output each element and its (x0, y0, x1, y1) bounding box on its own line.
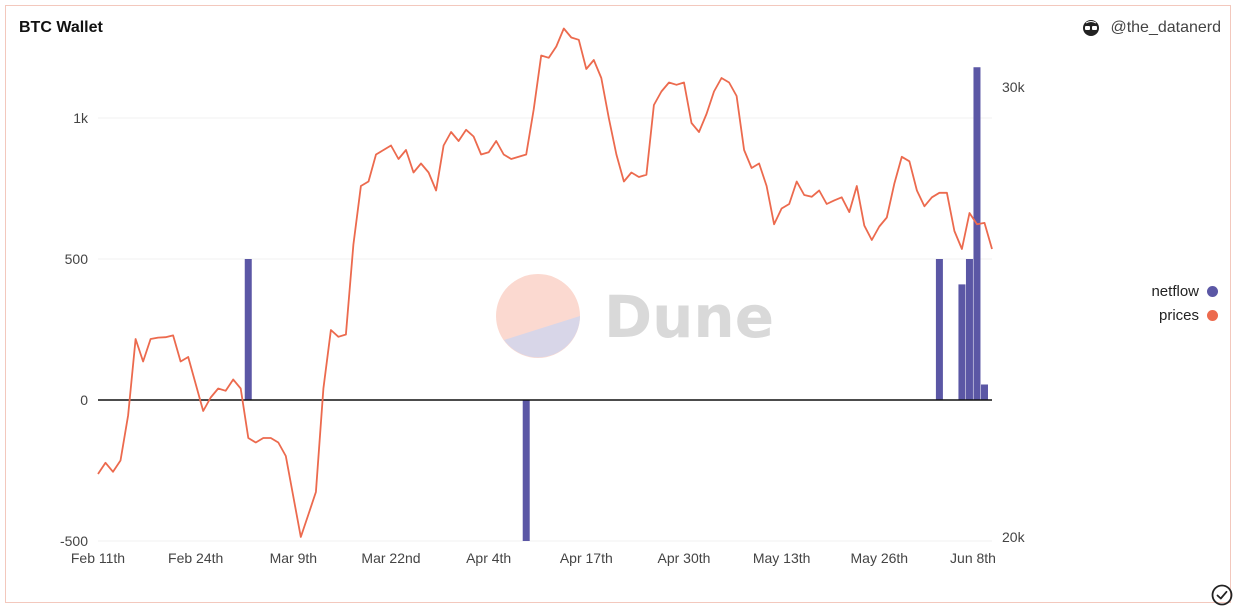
netflow-bar (935, 259, 943, 400)
y-right-tick-label: 20k (1002, 529, 1026, 545)
netflow-bar (522, 400, 530, 541)
y-left-tick-label: -500 (60, 533, 88, 549)
netflow-bar (980, 384, 988, 400)
y-left-tick-label: 0 (80, 392, 88, 408)
netflow-bar (973, 67, 981, 401)
x-tick-label: Apr 17th (560, 550, 613, 566)
y-right-tick-label: 30k (1002, 79, 1026, 95)
watermark-text: Dune (604, 283, 774, 351)
x-tick-label: Jun 8th (950, 550, 996, 566)
prices-line (97, 27, 993, 538)
x-tick-label: Apr 30th (658, 550, 711, 566)
author-credit[interactable]: @the_datanerd (1082, 19, 1221, 37)
x-tick-label: Apr 4th (466, 550, 511, 566)
netflow-bars (244, 67, 988, 541)
legend-item-prices[interactable]: prices (1151, 303, 1218, 327)
legend: netflow prices (1151, 279, 1218, 327)
legend-dot-icon (1207, 309, 1218, 321)
chart-title: BTC Wallet (19, 19, 103, 36)
x-tick-label: May 13th (753, 550, 811, 566)
x-tick-label: May 26th (851, 550, 909, 566)
right-axis-ticks: 20k 30k (1002, 79, 1026, 545)
x-tick-label: Feb 24th (168, 550, 223, 566)
legend-item-netflow[interactable]: netflow (1151, 279, 1218, 303)
legend-label: prices (1158, 306, 1199, 324)
x-axis-ticks: Feb 11th Feb 24th Mar 9th Mar 22nd Apr 4th Ap… (71, 550, 996, 566)
chart-card: BTC Wallet @the_datanerd (5, 5, 1231, 603)
check-circle-icon[interactable] (1211, 584, 1233, 606)
x-tick-label: Feb 11th (71, 550, 125, 566)
legend-dot-icon (1207, 285, 1218, 297)
y-left-tick-label: 500 (65, 251, 89, 267)
watermark: Dune (496, 274, 774, 358)
netflow-bar (965, 259, 973, 400)
author-name: @the_datanerd (1110, 19, 1221, 36)
x-tick-label: Mar 9th (270, 550, 317, 566)
avatar-icon (1083, 20, 1100, 36)
y-left-tick-label: 1k (73, 110, 89, 126)
left-axis-ticks: -500 0 500 1k (60, 110, 89, 549)
prices-line-layer (97, 27, 993, 538)
x-tick-label: Mar 22nd (361, 550, 420, 566)
netflow-bar (244, 259, 252, 400)
legend-label: netflow (1151, 282, 1199, 300)
netflow-bar (958, 284, 966, 400)
